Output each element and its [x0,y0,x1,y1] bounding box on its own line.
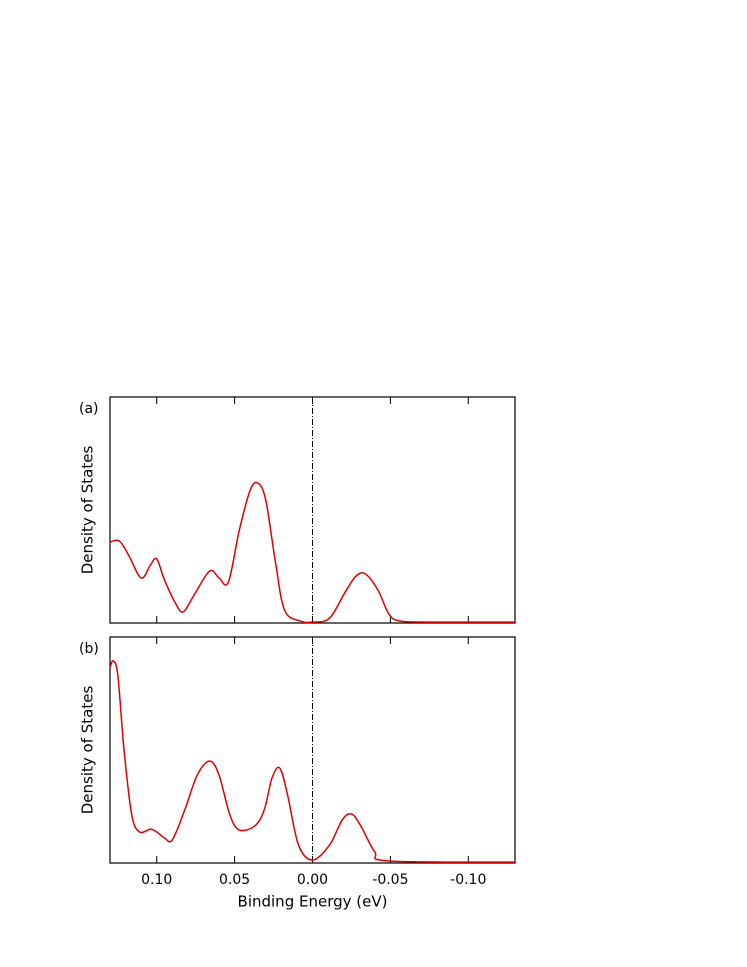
data-line [109,481,516,624]
x-tick-label: 0.05 [219,872,250,888]
x-tick-label: -0.05 [372,872,408,888]
y-axis-label: Density of States [79,686,97,815]
x-tick-label: -0.10 [450,872,486,888]
x-tick-label: 0.00 [297,872,328,888]
x-tick-label: 0.10 [141,872,172,888]
panel-label: (b) [79,641,99,657]
y-axis-label: Density of States [79,446,97,575]
x-axis-label: Binding Energy (eV) [238,893,388,911]
panel-label: (a) [79,401,99,417]
data-line [109,660,516,863]
